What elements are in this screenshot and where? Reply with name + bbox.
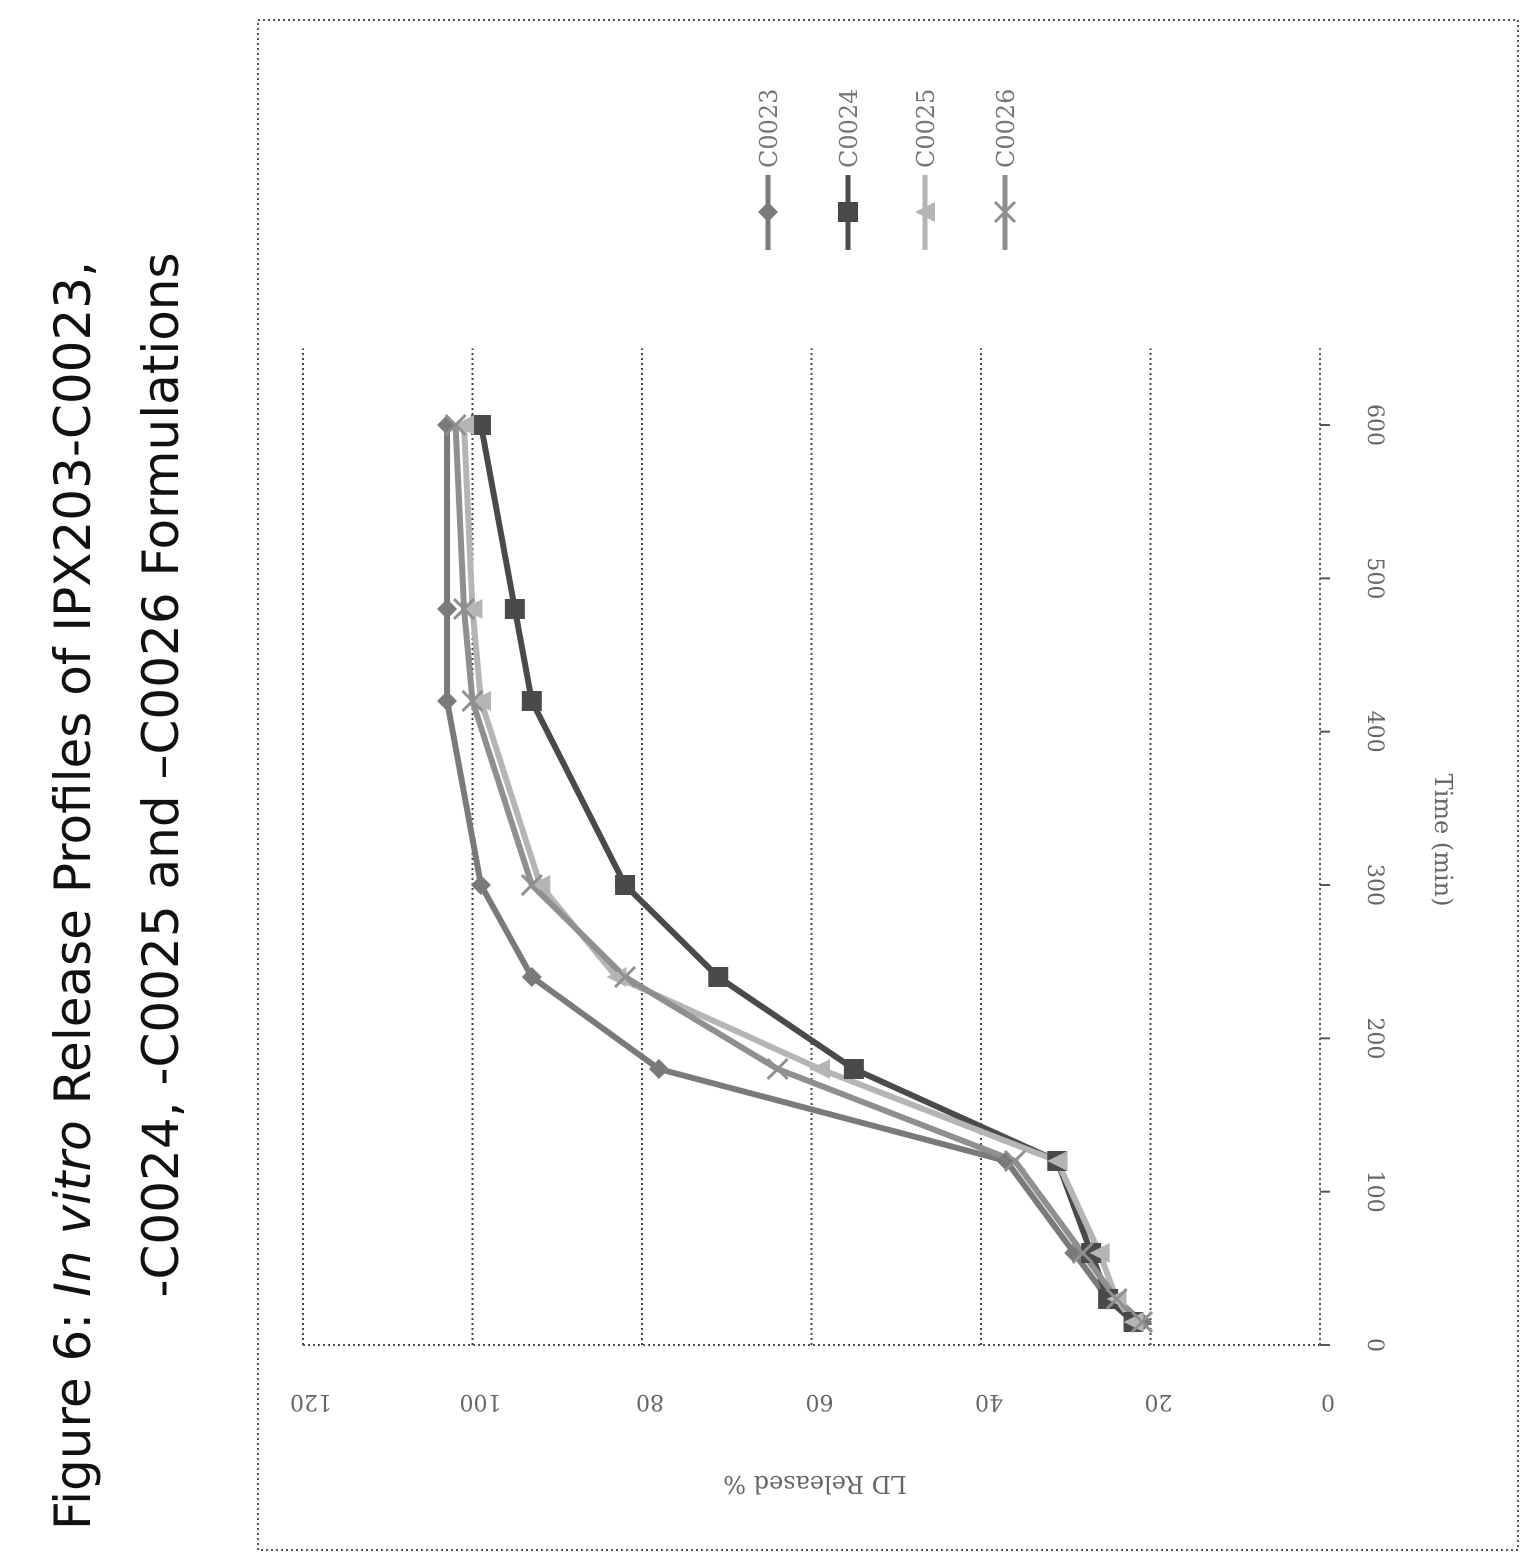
point-C0026-480 [452, 597, 476, 621]
legend-label-C0023: C0023 [755, 89, 783, 168]
point-C0025-120 [1047, 1151, 1068, 1171]
legend: C0023 C0024 C0025 C0026 [755, 89, 1020, 250]
point-C0025-60 [1089, 1243, 1110, 1263]
point-C0025-180 [809, 1059, 830, 1079]
point-C0025-300 [530, 875, 551, 895]
y-axis-title: LD Released % [723, 1470, 907, 1498]
axes [303, 348, 1330, 1346]
legend-label-C0024: C0024 [835, 89, 863, 168]
legend-marker-C0024 [838, 202, 858, 222]
x-tick-label-0: 0 [1362, 1338, 1387, 1352]
point-C0026-300 [520, 873, 543, 897]
point-C0026-240 [613, 965, 637, 989]
y-tick-label-80: 80 [636, 1389, 664, 1414]
x-tick-label-400: 400 [1362, 711, 1387, 753]
x-axis-title: Time (min) [1429, 774, 1457, 907]
y-tick-label-100: 100 [460, 1389, 502, 1414]
point-C0024-180 [843, 1059, 864, 1079]
point-C0026-120 [1003, 1149, 1026, 1173]
point-C0023-180 [648, 1059, 669, 1079]
legend-marker-C0025 [915, 202, 935, 222]
gridlines [302, 348, 1152, 1345]
point-C0026-30 [1105, 1287, 1128, 1311]
point-C0026-180 [766, 1057, 789, 1081]
point-C0025-480 [462, 599, 483, 619]
point-C0024-420 [521, 691, 542, 711]
y-tick-label-40: 40 [975, 1389, 1003, 1414]
series-lines [444, 424, 1145, 1325]
tick-labels: 0 20 40 60 80 100 120 0 100 200 300 400 500 600 [290, 404, 1387, 1414]
figure-caption: Figure 6: In vitro Release Profiles of I… [44, 252, 190, 1530]
y-tick-label-120: 120 [290, 1389, 332, 1414]
series-line-C0026 [452, 424, 1145, 1325]
point-C0026-60 [1071, 1241, 1094, 1265]
x-tick-label-600: 600 [1362, 404, 1387, 446]
y-tick-label-0: 0 [1321, 1389, 1335, 1414]
point-C0024-600 [470, 415, 491, 435]
point-C0024-240 [708, 967, 729, 987]
point-C0024-300 [615, 875, 636, 895]
point-C0025-600 [454, 415, 475, 435]
legend-marker-C0026 [993, 200, 1017, 224]
x-tick-label-500: 500 [1362, 557, 1387, 599]
series-line-C0023 [444, 425, 1144, 1325]
series-line-C0025 [461, 424, 1136, 1324]
point-C0026-600 [444, 413, 467, 437]
x-tick-label-200: 200 [1362, 1017, 1387, 1059]
chart-frame [257, 19, 1519, 1551]
y-tick-label-60: 60 [806, 1389, 834, 1414]
x-tick-label-300: 300 [1362, 864, 1387, 906]
point-C0023-420 [437, 691, 458, 711]
point-C0023-480 [437, 599, 458, 619]
caption-line-1: Figure 6: In vitro Release Profiles of I… [44, 261, 102, 1530]
y-tick-label-20: 20 [1145, 1389, 1173, 1414]
legend-label-C0025: C0025 [912, 89, 940, 168]
legend-label-C0026: C0026 [992, 89, 1020, 168]
point-C0023-240 [521, 967, 542, 987]
caption-line-2: -C0024, -C0025 and –C0026 Formulations [132, 252, 190, 1297]
series-markers [437, 413, 1154, 1334]
legend-marker-C0023 [758, 202, 778, 222]
point-C0025-420 [470, 691, 491, 711]
point-C0024-480 [504, 599, 525, 619]
point-C0026-15 [1130, 1310, 1154, 1334]
point-C0023-300 [470, 875, 491, 895]
point-C0026-420 [461, 689, 484, 713]
x-tick-label-100: 100 [1362, 1171, 1387, 1213]
